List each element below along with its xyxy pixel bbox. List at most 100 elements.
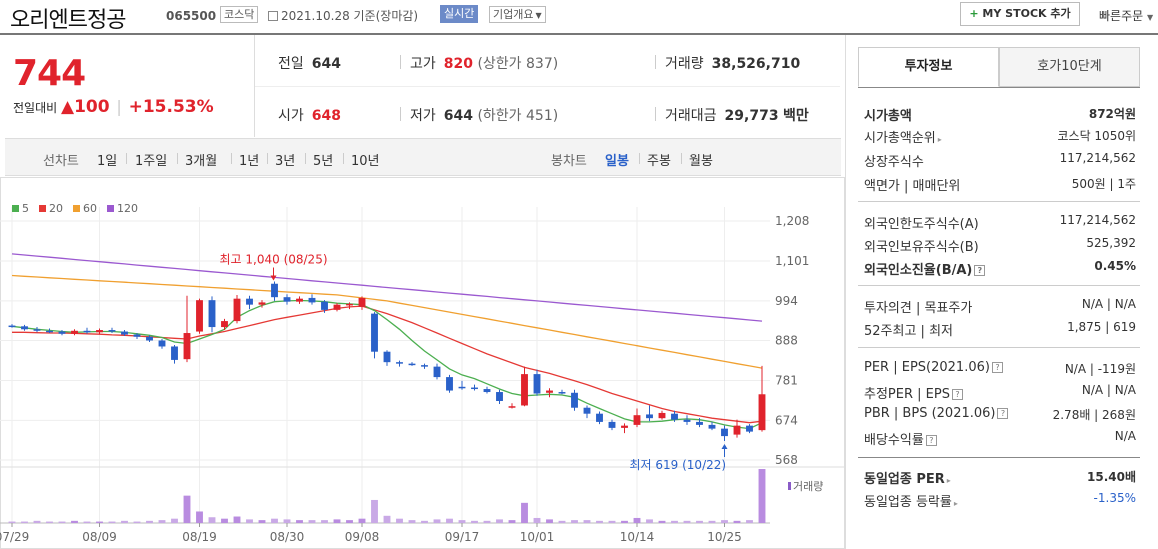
candle-body <box>283 297 291 302</box>
candle-body <box>171 346 178 360</box>
legend-swatch <box>39 205 46 212</box>
volume-bar <box>733 520 741 523</box>
quote-high: 고가 820 (상한가 837) <box>410 53 558 73</box>
candle-body <box>621 425 628 428</box>
change-value: ▲100 <box>61 97 110 117</box>
volume-bar <box>258 520 266 523</box>
volume-bar <box>721 520 728 523</box>
x-tick-label: 07/29 <box>0 530 29 544</box>
divider <box>639 153 640 164</box>
quick-order-button[interactable]: 빠른주문 ▼ <box>1099 7 1153 24</box>
divider <box>858 285 1140 286</box>
period-1d[interactable]: 1일 <box>97 154 118 169</box>
help-icon[interactable]: ? <box>951 389 963 400</box>
tab-orderbook[interactable]: 호가10단계 <box>999 47 1140 87</box>
candle-weekly[interactable]: 주봉 <box>647 154 671 169</box>
y-tick-label: 781 <box>775 373 798 387</box>
quote-upper-limit: (상한가 837) <box>477 56 559 72</box>
volume-bar <box>521 502 528 523</box>
period-3m[interactable]: 3개월 <box>185 154 218 169</box>
candle-body <box>683 419 691 422</box>
divider <box>267 153 268 164</box>
company-name[interactable]: 오리엔트정공 <box>10 8 126 33</box>
divider <box>231 153 232 164</box>
y-tick-label: 674 <box>775 413 798 427</box>
volume-bar <box>471 520 478 523</box>
period-10y[interactable]: 10년 <box>351 154 380 169</box>
volume-bar <box>583 520 591 523</box>
change-percent: +15.53% <box>128 97 214 117</box>
period-5y[interactable]: 5년 <box>313 154 334 169</box>
help-icon[interactable]: ? <box>991 362 1003 373</box>
info-row[interactable]: 시가총액순위 ▸ 코스닥 1050위 <box>864 127 1144 149</box>
candle-monthly[interactable]: 월봉 <box>689 154 713 169</box>
candle-body <box>508 406 516 408</box>
quote-label: 거래량 <box>665 56 704 72</box>
candle-body <box>733 425 741 435</box>
volume-bar <box>533 517 541 523</box>
volume-bar <box>421 520 428 523</box>
legend-label: 5 <box>22 202 29 215</box>
period-3y[interactable]: 3년 <box>275 154 296 169</box>
x-tick-label: 10/14 <box>620 530 655 544</box>
candle-chart-label: 봉차트 <box>551 154 587 169</box>
volume-bar <box>621 520 628 523</box>
corp-info-dropdown[interactable]: 기업개요 ▼ <box>489 6 546 23</box>
volume-bar <box>483 520 491 523</box>
info-key-text: 동일업종 등락률 <box>864 495 952 510</box>
candle-body <box>746 425 753 432</box>
realtime-button[interactable]: 실시간 <box>440 5 479 23</box>
info-key: 상장주식수 <box>864 155 924 170</box>
quote-label: 전일 <box>278 56 304 72</box>
period-1w[interactable]: 1주일 <box>135 154 168 169</box>
candle-daily[interactable]: 일봉 <box>605 154 629 169</box>
volume-bar <box>458 520 466 523</box>
candle-body <box>758 394 766 431</box>
divider <box>858 87 1140 88</box>
info-value: N/A | N/A <box>1081 297 1136 311</box>
divider <box>858 347 1140 348</box>
info-key: PBR | BPS (2021.06)? <box>864 406 1009 421</box>
candle-body <box>358 297 366 307</box>
volume-bar <box>321 520 328 523</box>
x-tick-label: 08/09 <box>82 530 117 544</box>
candle-body <box>121 331 128 335</box>
info-row[interactable]: 동일업종 PER ▸ 15.40배 <box>864 468 1144 490</box>
info-value: 15.40배 <box>1087 470 1136 484</box>
quote-value: 644 <box>311 56 341 72</box>
candle-body <box>383 351 391 363</box>
candle-body <box>483 389 491 393</box>
candle-body <box>183 333 191 360</box>
y-tick-label: 1,208 <box>775 214 809 228</box>
help-icon[interactable]: ? <box>974 265 986 276</box>
candle-body <box>596 413 603 422</box>
candle-body <box>196 300 203 332</box>
quote-value: 820 <box>443 56 473 72</box>
price-chart[interactable]: 1,208 1,101 994 888 781 674 568 07/29 08/09 08/19… <box>0 177 845 549</box>
add-my-stock-button[interactable]: + MY STOCK 추가 <box>960 2 1080 26</box>
period-1y[interactable]: 1년 <box>239 154 260 169</box>
volume-bar <box>233 516 241 523</box>
quote-open: 시가 648 <box>278 105 341 125</box>
legend-label: 120 <box>117 202 138 215</box>
help-icon[interactable]: ? <box>925 435 937 446</box>
candle-body <box>583 407 591 414</box>
candle-body <box>233 298 241 322</box>
volume-bar <box>758 469 766 523</box>
add-my-stock-label: MY STOCK 추가 <box>982 7 1071 20</box>
candle-body <box>296 298 303 302</box>
stock-header: 오리엔트정공 065500 코스닥 2021.10.28 기준(장마감) 실시간… <box>0 0 1158 34</box>
volume-bar <box>33 520 41 523</box>
candle-body <box>83 330 91 333</box>
info-row[interactable]: 동일업종 등락률 ▸ -1.35% <box>864 491 1144 513</box>
candle-body <box>133 334 141 337</box>
info-tabs: 투자정보 호가10단계 <box>858 47 1140 87</box>
tab-investment-info[interactable]: 투자정보 <box>858 47 999 87</box>
quote-low: 저가 644 (하한가 451) <box>410 105 558 125</box>
candle-body <box>496 392 503 401</box>
volume-bar <box>596 520 603 523</box>
info-row: 시가총액 872억원 <box>864 105 1144 127</box>
volume-bar <box>683 520 691 523</box>
help-icon[interactable]: ? <box>997 408 1009 419</box>
candle-body <box>71 330 78 334</box>
